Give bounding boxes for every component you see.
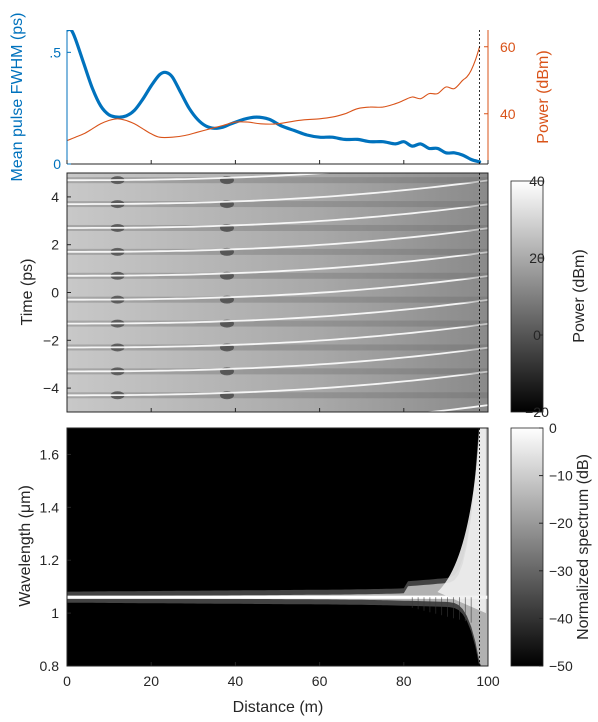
distance-x-tick-label: 60 xyxy=(312,673,328,689)
right-y-tick-label: 40 xyxy=(500,106,516,122)
distance-x-tick-label: 20 xyxy=(143,673,159,689)
distance-x-tick-label: 80 xyxy=(396,673,412,689)
colorbar-tick-label: 40 xyxy=(529,173,545,189)
pulse-trace xyxy=(67,227,488,253)
spectrum-colorbar-label: Normalized spectrum (dB) xyxy=(575,454,592,640)
pulse-trace xyxy=(67,179,488,205)
pulse-trace xyxy=(67,322,488,349)
pulse-trace xyxy=(67,173,337,182)
power-colorbar xyxy=(510,180,544,413)
pulse-band xyxy=(67,320,488,327)
pulse-trace xyxy=(67,275,488,301)
colorbar-tick-label: −30 xyxy=(549,563,573,579)
left-y-axis-label: Mean pulse FWHM (ps) xyxy=(9,13,26,182)
compression-spot xyxy=(220,152,234,160)
colorbar-tick-label: −50 xyxy=(549,658,573,674)
pulse-trace xyxy=(67,346,488,373)
colorbar-tick-label: −20 xyxy=(549,515,573,531)
power-colorbar-label: Power (dBm) xyxy=(571,249,588,342)
time-y-tick-label: −2 xyxy=(43,332,59,348)
left-y-tick-label: .5 xyxy=(49,44,61,60)
spectral-heatmap-background xyxy=(67,428,488,666)
supercontinuum-region xyxy=(437,428,486,614)
colorbar-tick-label: −20 xyxy=(525,404,549,420)
fwhm-series-line xyxy=(67,30,482,164)
wavelength-y-tick-label: 1.6 xyxy=(40,446,60,462)
spectrum-colorbar xyxy=(510,427,544,667)
wavelength-y-tick-label: 1.4 xyxy=(40,499,60,515)
right-y-tick-label: 60 xyxy=(500,39,516,55)
pulse-trace xyxy=(67,370,488,397)
colorbar-tick-label: 0 xyxy=(533,327,541,343)
wavelength-y-axis-label: Wavelength (μm) xyxy=(17,485,34,607)
pulse-band xyxy=(67,153,488,159)
pulse-band xyxy=(67,392,488,399)
right-y-axis-label: Power (dBm) xyxy=(535,50,552,143)
colorbar-tick-label: 20 xyxy=(529,250,545,266)
pulse-band xyxy=(67,296,488,303)
distance-x-tick-label: 40 xyxy=(228,673,244,689)
pulse-trace xyxy=(67,203,488,229)
pulse-band xyxy=(67,177,488,184)
time-y-tick-label: 0 xyxy=(51,285,59,301)
compression-spot xyxy=(111,152,125,160)
time-y-tick-label: 2 xyxy=(51,237,59,253)
distance-x-tick-label: 100 xyxy=(476,673,500,689)
bottom-axes-box xyxy=(66,427,489,667)
wavelength-y-tick-label: 1 xyxy=(51,605,59,621)
pulse-band xyxy=(67,224,488,231)
fwhm-power-panel: 0 .5 40 60 Mean pulse FWHM (ps) Power (dBm) xyxy=(9,13,552,182)
time-y-axis-label: Time (ps) xyxy=(19,259,36,326)
pulse-trace xyxy=(67,251,488,277)
left-y-tick-label: 0 xyxy=(53,156,61,172)
colorbar-tick-label: −10 xyxy=(549,468,573,484)
pulse-band xyxy=(67,272,488,279)
time-y-tick-label: −4 xyxy=(43,380,59,396)
spectrum-core-line xyxy=(67,595,488,599)
pulse-band xyxy=(67,248,488,255)
pulse-band xyxy=(67,201,488,208)
colorbar-tick-label: 0 xyxy=(549,420,557,436)
pulse-trace xyxy=(67,299,488,325)
wavelength-y-tick-label: 0.8 xyxy=(40,658,60,674)
distance-x-tick-label: 0 xyxy=(63,673,71,689)
colorbar-tick-label: −40 xyxy=(549,610,573,626)
time-y-tick-label: 4 xyxy=(51,189,59,205)
pulse-band xyxy=(67,368,488,375)
power-series-line xyxy=(67,46,481,142)
temporal-heatmap-background xyxy=(67,173,488,412)
wavelength-y-tick-label: 1.2 xyxy=(40,552,60,568)
spectrum-panel: 0.8 1 1.2 1.4 1.6 0 20 40 60 80 100 Distance (m) Wav… xyxy=(17,420,592,716)
distance-x-axis-label: Distance (m) xyxy=(233,699,324,716)
pulse-band xyxy=(67,344,488,351)
